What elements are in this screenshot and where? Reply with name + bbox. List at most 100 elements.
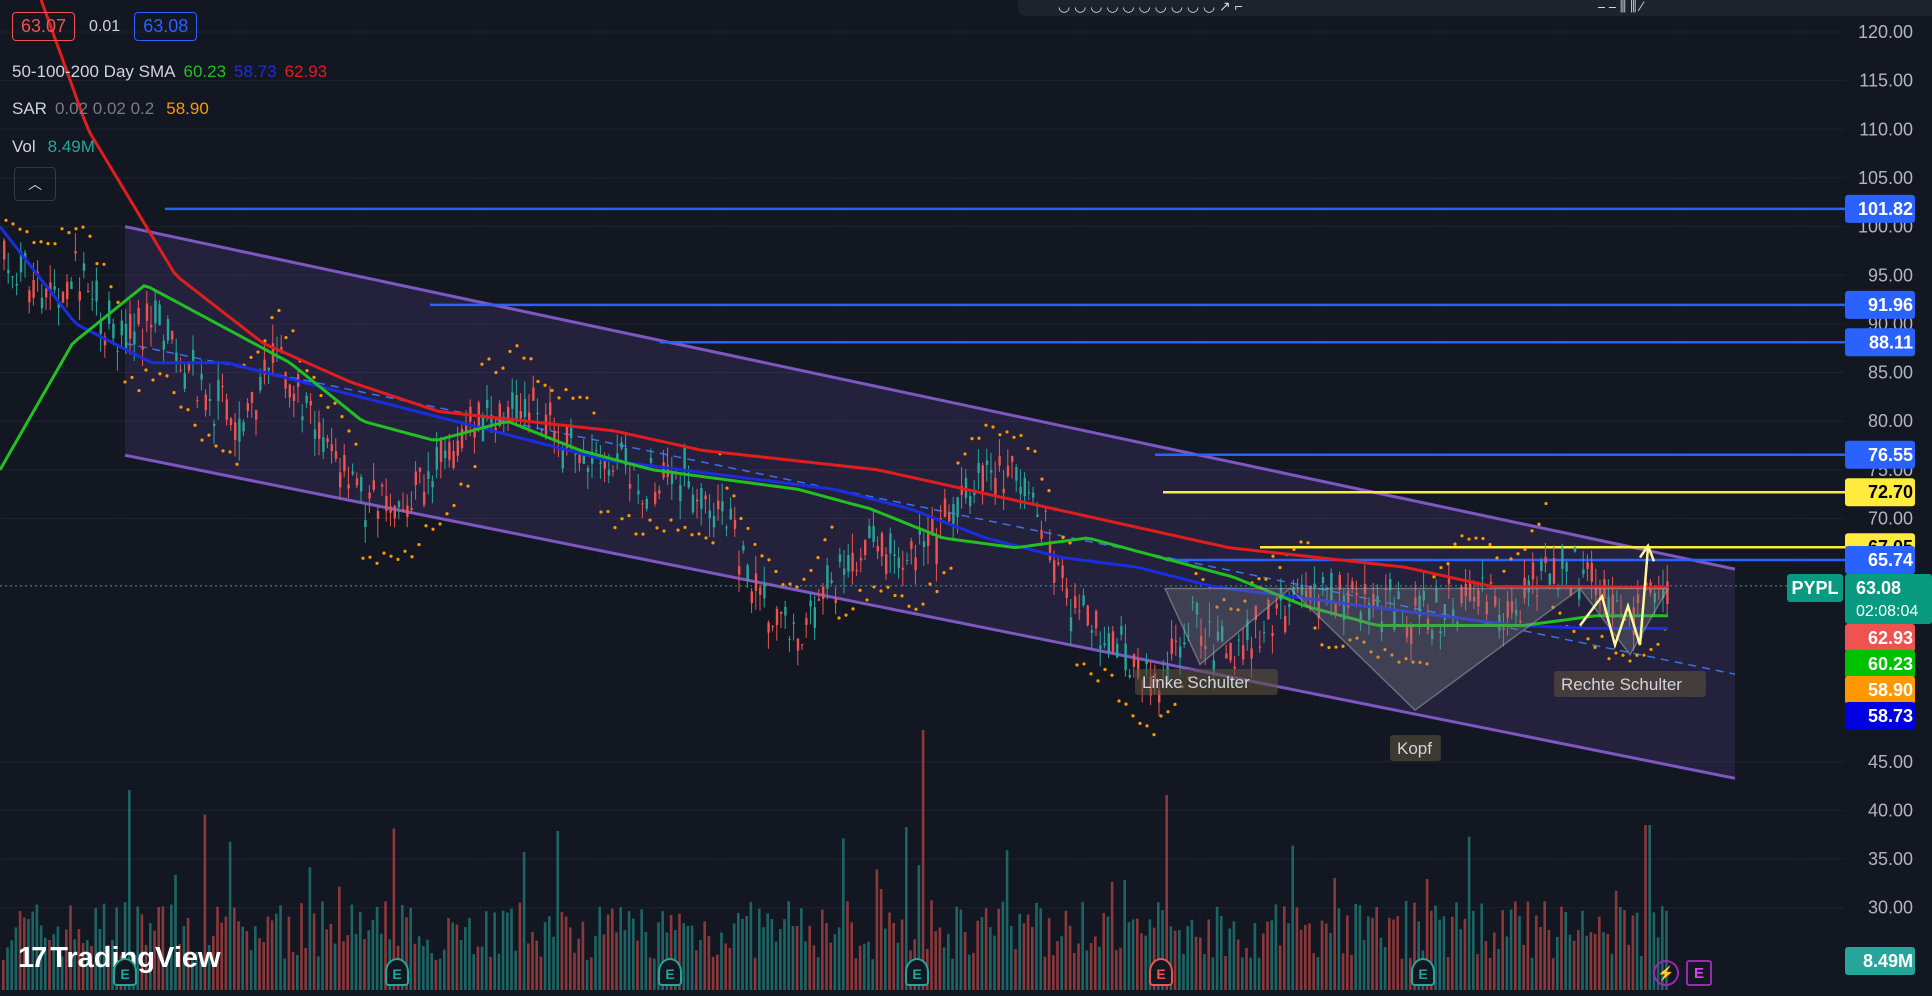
earnings-badge-icon[interactable]: E <box>658 958 682 986</box>
volume-bar <box>1262 933 1265 990</box>
volume-bar <box>510 908 513 990</box>
volume-bar <box>392 828 396 990</box>
lightning-icon[interactable]: ⚡ <box>1653 960 1679 986</box>
candle-body <box>196 400 199 402</box>
volume-bar <box>1606 933 1609 990</box>
volume-bar <box>476 946 480 990</box>
sma50-value: 60.23 <box>183 62 227 81</box>
annotation-label: Rechte Schulter <box>1561 675 1682 694</box>
candle-body <box>301 416 304 421</box>
volume-bar <box>1266 921 1269 990</box>
volume-bar <box>1052 955 1055 990</box>
candle-body <box>1334 603 1337 614</box>
volume-bar <box>1610 953 1614 990</box>
volume-bar <box>779 929 782 990</box>
volume-bar <box>417 936 421 990</box>
volume-bar <box>1430 910 1433 990</box>
sma-legend[interactable]: 50-100-200 Day SMA 60.23 58.73 62.93 <box>12 62 327 82</box>
sar-dot <box>683 525 687 529</box>
volume-bar <box>52 934 55 990</box>
candle-body <box>137 307 140 325</box>
tool-icon[interactable]: ⎯ ⎯ ⫼ ⫼ ⁄ <box>1598 0 1643 14</box>
sar-dot <box>1131 714 1135 718</box>
candle-body <box>1019 486 1022 494</box>
sar-dot <box>935 589 939 594</box>
candle-body <box>708 510 711 519</box>
candle-body <box>733 519 737 529</box>
candle-body <box>1481 577 1484 579</box>
sar-dot <box>4 218 8 222</box>
volume-bar <box>531 931 534 990</box>
candle-body <box>918 528 921 535</box>
candle-body <box>1384 589 1388 591</box>
volume-bar <box>1031 926 1034 990</box>
sar-dot <box>319 393 323 398</box>
sar-dot <box>1278 565 1282 570</box>
volume-bar <box>228 841 232 990</box>
volume-bar <box>829 942 832 990</box>
candle-body <box>691 494 695 513</box>
earnings-badge-icon[interactable]: E <box>1411 958 1435 986</box>
sar-dot <box>1523 547 1527 551</box>
volume-bar <box>262 942 265 990</box>
candle-body <box>1040 530 1043 539</box>
volume-bar <box>930 900 933 990</box>
sar-dot <box>1488 542 1492 547</box>
candle-body <box>830 580 833 583</box>
volume-bar <box>1304 925 1307 990</box>
candle-body <box>1195 603 1199 615</box>
earnings-badge-icon[interactable]: E <box>1149 958 1173 986</box>
sar-dot <box>228 450 232 454</box>
sma100-line <box>0 225 1668 630</box>
volume-bar <box>31 911 34 990</box>
candle-body <box>1061 565 1064 579</box>
sar-dot <box>1586 637 1590 641</box>
sar-legend[interactable]: SAR 0.02 0.02 0.2 58.90 <box>12 99 209 119</box>
ask-price-box[interactable]: 63.08 <box>134 12 198 41</box>
earnings-badge-icon[interactable]: E <box>113 958 137 986</box>
earnings-badge-icon[interactable]: E <box>905 958 929 986</box>
candle-body <box>595 450 598 452</box>
sar-dot <box>914 607 918 611</box>
sar-dot <box>606 509 610 514</box>
candle-body <box>948 512 951 522</box>
sar-dot <box>291 329 295 333</box>
candle-body <box>578 453 581 464</box>
volume-bar <box>858 945 862 990</box>
volume-bar <box>934 931 937 990</box>
bid-price-box[interactable]: 63.07 <box>12 12 76 41</box>
volume-bar <box>577 938 580 990</box>
sar-dot <box>1012 435 1016 439</box>
volume-bar <box>279 905 282 990</box>
volume-bar <box>438 958 442 990</box>
candle-body <box>150 324 153 328</box>
volume-bar <box>695 950 698 990</box>
sar-dot <box>1145 724 1149 728</box>
candle-body <box>238 418 241 442</box>
earnings-icon[interactable]: E <box>1686 960 1712 986</box>
tool-icon[interactable]: ◡ ◡ ◡ ◡ ◡ ◡ ◡ ◡ ◡ ◡ ↗ ⌐ <box>1058 0 1243 14</box>
volume-bar <box>363 939 366 990</box>
volume-bar <box>548 916 551 990</box>
chevron-up-icon[interactable]: ︿ <box>14 167 56 201</box>
candle-body <box>540 429 543 431</box>
candle-body <box>61 291 65 303</box>
earnings-badge-icon[interactable]: E <box>385 958 409 986</box>
candle-body <box>931 517 934 534</box>
candle-body <box>103 336 107 346</box>
candle-body <box>893 554 896 556</box>
volume-bar <box>27 918 30 990</box>
volume-bar <box>1560 906 1563 990</box>
volume-bar <box>77 929 81 990</box>
sar-dot <box>977 436 981 440</box>
y-tick-label: 85.00 <box>1868 363 1913 383</box>
candle-body <box>750 591 753 604</box>
candle-body <box>444 450 447 458</box>
vol-legend[interactable]: Vol 8.49M <box>12 137 95 157</box>
candle-body <box>204 394 207 411</box>
candle-body <box>754 573 758 591</box>
volume-bar <box>522 852 526 990</box>
volume-bar <box>564 916 568 990</box>
sar-dot <box>1495 556 1499 560</box>
